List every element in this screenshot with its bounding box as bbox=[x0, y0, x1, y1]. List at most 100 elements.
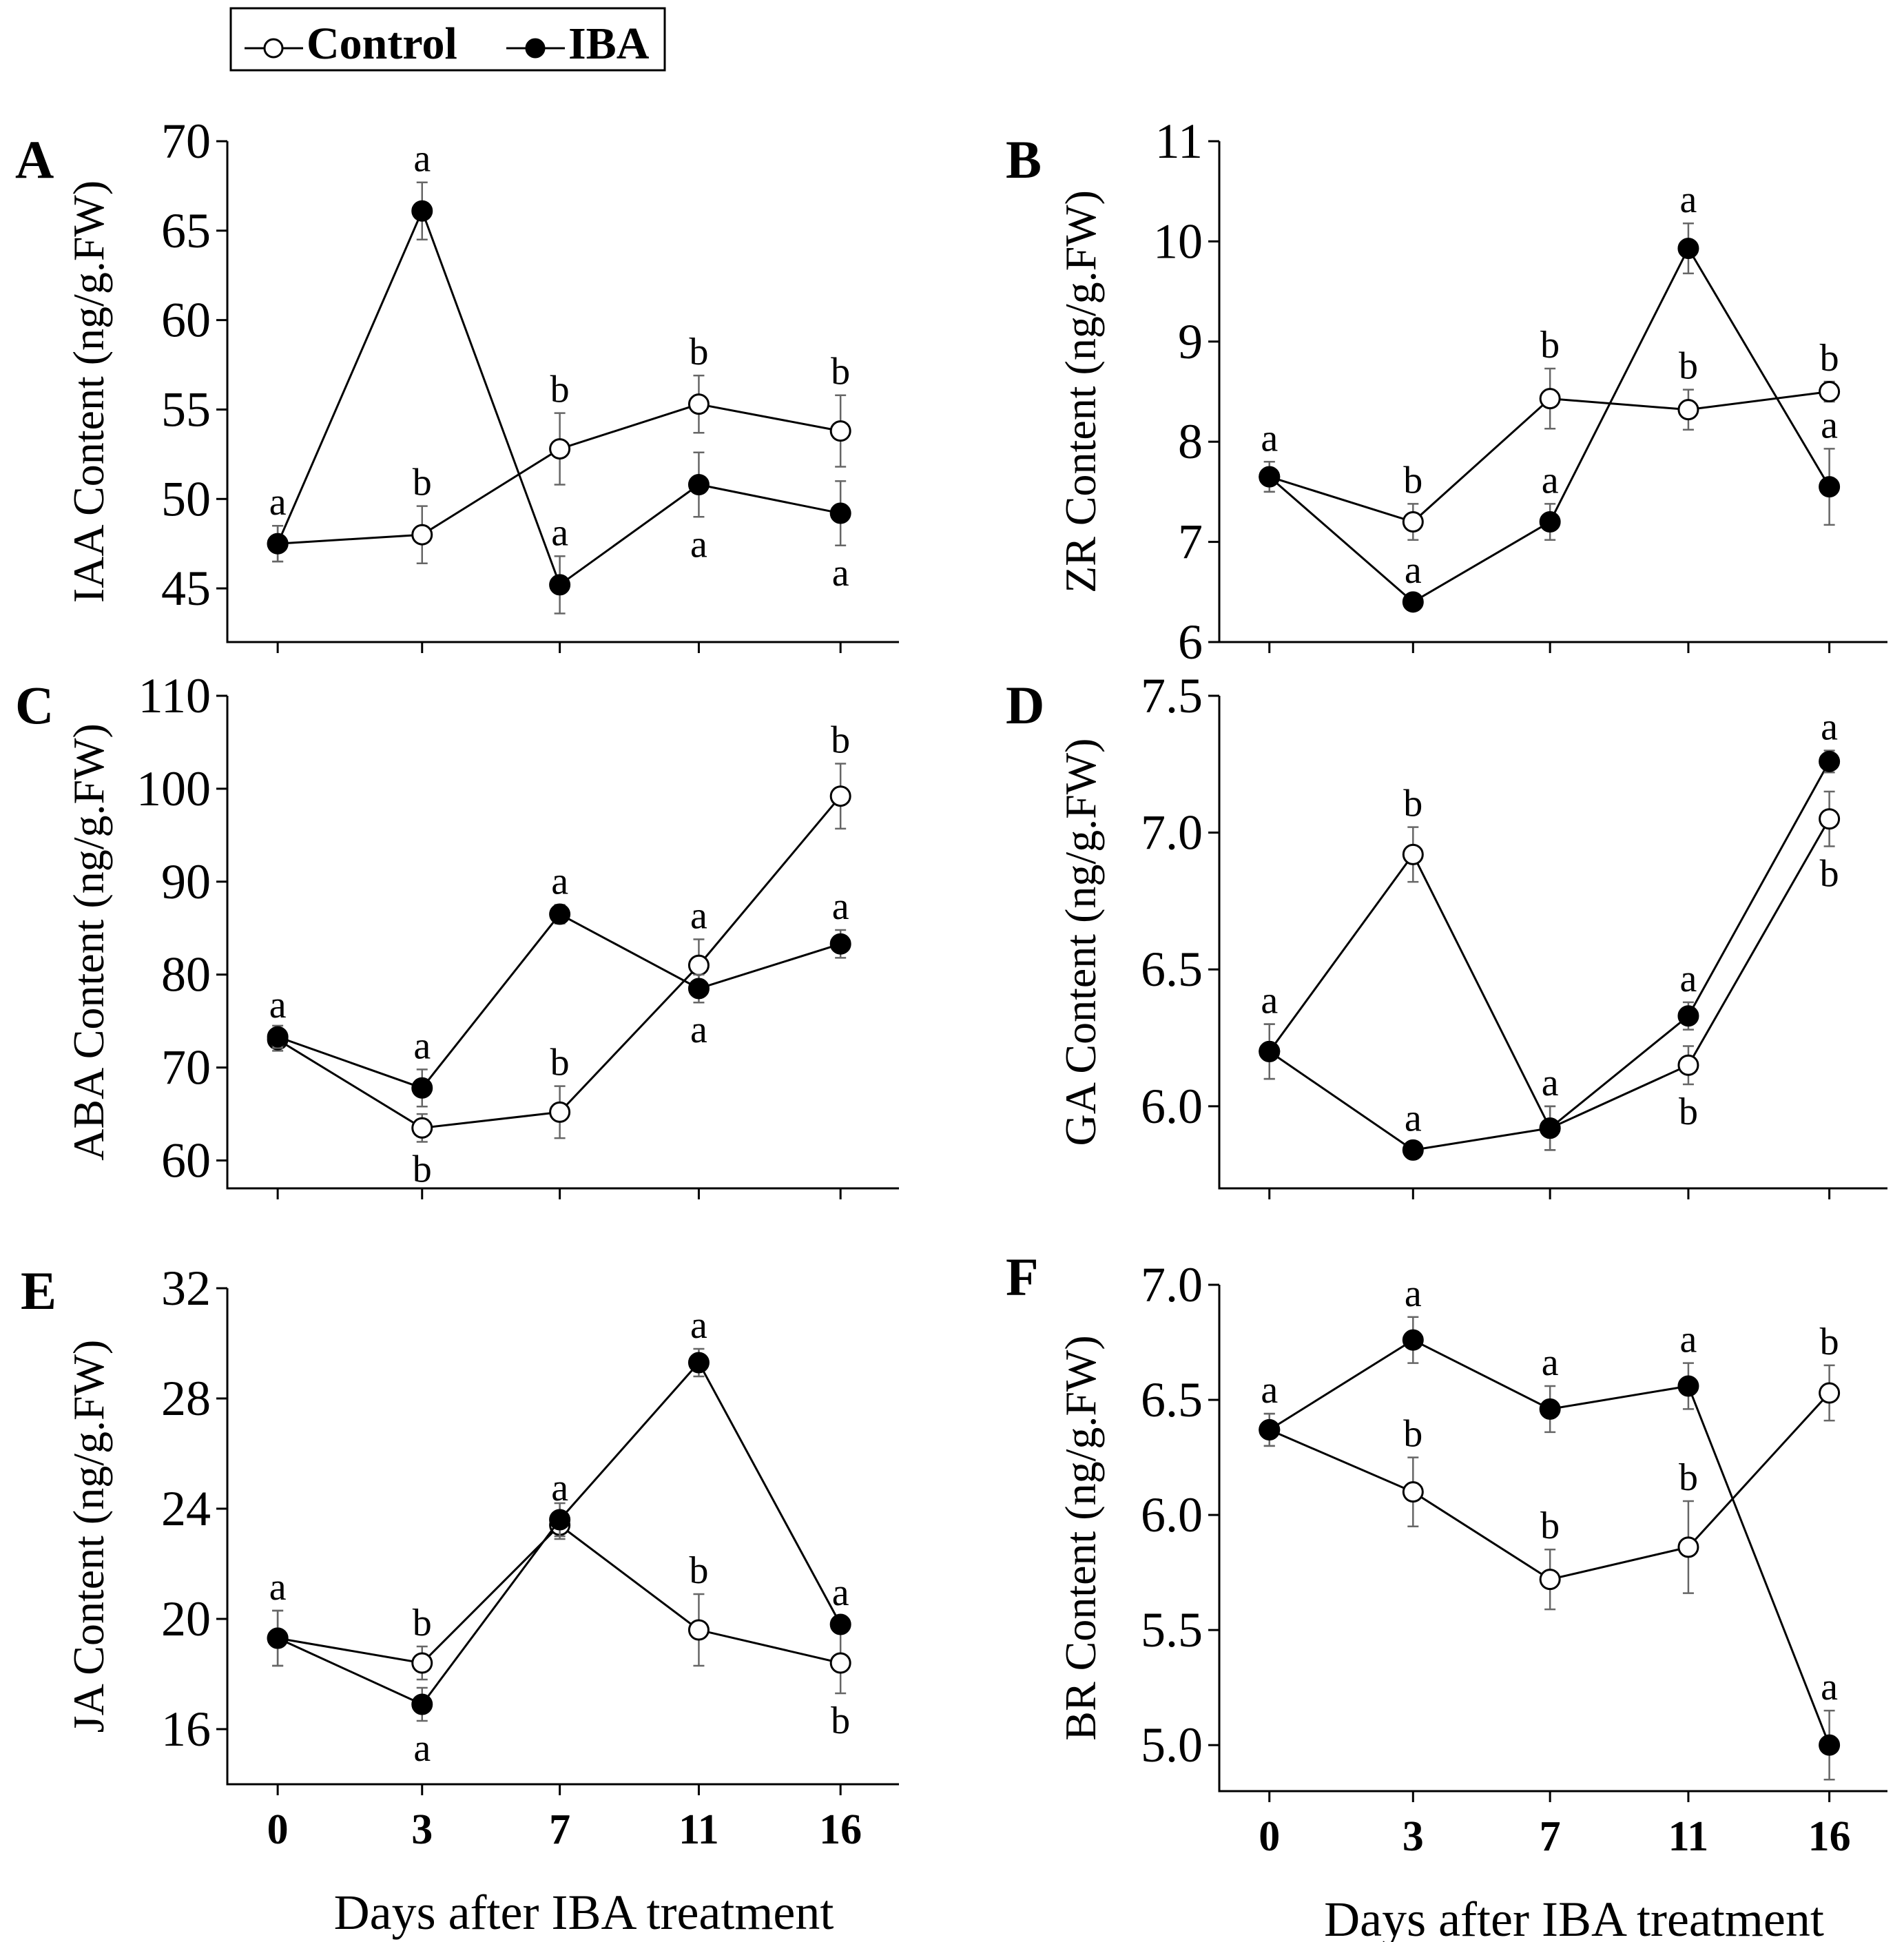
data-point-control bbox=[1677, 1054, 1699, 1076]
axes-frame bbox=[226, 696, 899, 1190]
y-tick-label: 28 bbox=[161, 1371, 211, 1426]
x-tick-label: 16 bbox=[819, 1806, 862, 1853]
data-point-control bbox=[1402, 1481, 1424, 1503]
data-point-iba bbox=[1402, 1329, 1424, 1351]
data-point-iba bbox=[829, 1613, 851, 1635]
data-point-iba bbox=[1819, 476, 1841, 498]
y-tick-label: 70 bbox=[161, 1040, 211, 1095]
data-point-control bbox=[411, 1117, 433, 1139]
legend-frame bbox=[229, 7, 666, 72]
legend-control-marker bbox=[263, 38, 284, 59]
significance-label: a bbox=[832, 1571, 849, 1614]
significance-label: a bbox=[1542, 1341, 1559, 1384]
significance-label: a bbox=[413, 138, 431, 180]
series-control: a b a b b bbox=[1259, 783, 1841, 1151]
significance-label: b bbox=[1679, 1456, 1698, 1499]
legend-control-label: Control bbox=[307, 19, 457, 69]
significance-label: b bbox=[1679, 345, 1698, 388]
x-tick-label: 11 bbox=[679, 1806, 719, 1853]
data-point-iba bbox=[1677, 1375, 1699, 1397]
y-tick-label: 9 bbox=[1178, 314, 1203, 369]
data-point-iba bbox=[687, 474, 710, 496]
y-tick-label: 5.5 bbox=[1141, 1602, 1203, 1657]
data-point-control bbox=[549, 438, 571, 460]
data-point-iba bbox=[1402, 1139, 1424, 1161]
data-point-control bbox=[549, 1101, 571, 1123]
series-line-control bbox=[277, 1524, 841, 1664]
y-tick-label: 110 bbox=[138, 668, 211, 723]
panel-f: F 5.0 5.5 6.0 6.5 7.0 0 3 7 11 16 BR Content (ng/g.… bbox=[1006, 1247, 1887, 1942]
data-point-iba bbox=[1677, 238, 1699, 260]
data-point-control bbox=[1819, 1382, 1841, 1404]
y-axis-label: GA Content (ng/g.FW) bbox=[1056, 738, 1105, 1146]
significance-label: a bbox=[551, 511, 568, 554]
significance-label: a bbox=[690, 523, 707, 566]
axes-frame bbox=[226, 141, 899, 643]
data-point-iba bbox=[1402, 591, 1424, 613]
data-point-control bbox=[1677, 1536, 1699, 1558]
axes-frame bbox=[1218, 696, 1887, 1190]
significance-label: a bbox=[1261, 980, 1278, 1022]
y-tick-label: 7 bbox=[1178, 515, 1203, 570]
significance-label: a bbox=[1261, 417, 1278, 459]
data-point-iba bbox=[1259, 1418, 1281, 1440]
significance-label: a bbox=[690, 1009, 707, 1051]
legend: Control IBA bbox=[229, 7, 666, 72]
x-tick-label: 16 bbox=[1808, 1813, 1851, 1860]
panel-d: D6.06.57.07.5GA Content (ng/g.FW) ababbaa… bbox=[1006, 668, 1887, 1199]
y-tick-label: 70 bbox=[161, 114, 211, 169]
data-point-iba bbox=[549, 574, 571, 596]
data-point-control bbox=[1819, 381, 1841, 402]
y-tick-label: 50 bbox=[161, 471, 211, 526]
data-point-control bbox=[1402, 843, 1424, 865]
y-tick-label: 65 bbox=[161, 203, 211, 258]
significance-label: b bbox=[1403, 459, 1422, 502]
y-tick-label: 6 bbox=[1178, 614, 1203, 670]
significance-label: b bbox=[413, 462, 432, 504]
data-point-iba bbox=[687, 1352, 710, 1374]
series-iba: a a a a bbox=[267, 138, 851, 614]
data-point-control bbox=[829, 785, 851, 807]
significance-label: b bbox=[831, 719, 850, 761]
data-point-control bbox=[687, 954, 710, 976]
panel-letter: B bbox=[1006, 130, 1042, 189]
y-tick-label: 5.0 bbox=[1141, 1717, 1203, 1773]
data-point-control bbox=[687, 393, 710, 415]
significance-label: a bbox=[1405, 1272, 1422, 1315]
axes-frame bbox=[226, 1288, 899, 1786]
x-tick-label: 7 bbox=[1540, 1813, 1561, 1860]
significance-label: b bbox=[1820, 1321, 1839, 1363]
y-tick-label: 60 bbox=[161, 293, 211, 348]
y-axis-label: BR Content (ng/g.FW) bbox=[1056, 1335, 1105, 1740]
significance-label: a bbox=[551, 1467, 568, 1509]
significance-label: b bbox=[1540, 1505, 1560, 1547]
y-tick-label: 45 bbox=[161, 561, 211, 616]
series-control: a b b a b bbox=[267, 719, 851, 1191]
data-point-iba bbox=[267, 1026, 289, 1048]
y-tick-label: 60 bbox=[161, 1133, 211, 1188]
data-point-iba bbox=[411, 1077, 433, 1099]
legend-iba-label: IBA bbox=[568, 19, 650, 69]
significance-label: b bbox=[1403, 1413, 1422, 1456]
y-tick-label: 6.5 bbox=[1141, 1372, 1203, 1427]
significance-label: a bbox=[690, 894, 707, 937]
legend-item-control: Control bbox=[245, 19, 457, 69]
data-point-iba bbox=[549, 903, 571, 925]
significance-label: a bbox=[1680, 1319, 1697, 1361]
significance-label: a bbox=[551, 860, 568, 903]
significance-label: a bbox=[1821, 705, 1838, 748]
significance-label: a bbox=[1821, 404, 1838, 446]
y-tick-label: 10 bbox=[1153, 214, 1203, 269]
series-iba: a a a a bbox=[1259, 178, 1841, 613]
panel-letter: C bbox=[15, 675, 54, 735]
y-axis-label: ABA Content (ng/g.FW) bbox=[64, 723, 113, 1161]
y-tick-label: 6.0 bbox=[1141, 1079, 1203, 1134]
legend-iba-marker bbox=[525, 38, 546, 59]
y-tick-label: 24 bbox=[161, 1481, 211, 1536]
x-tick-label: 0 bbox=[1259, 1813, 1280, 1860]
data-point-control bbox=[411, 524, 433, 546]
data-point-iba bbox=[829, 502, 851, 524]
